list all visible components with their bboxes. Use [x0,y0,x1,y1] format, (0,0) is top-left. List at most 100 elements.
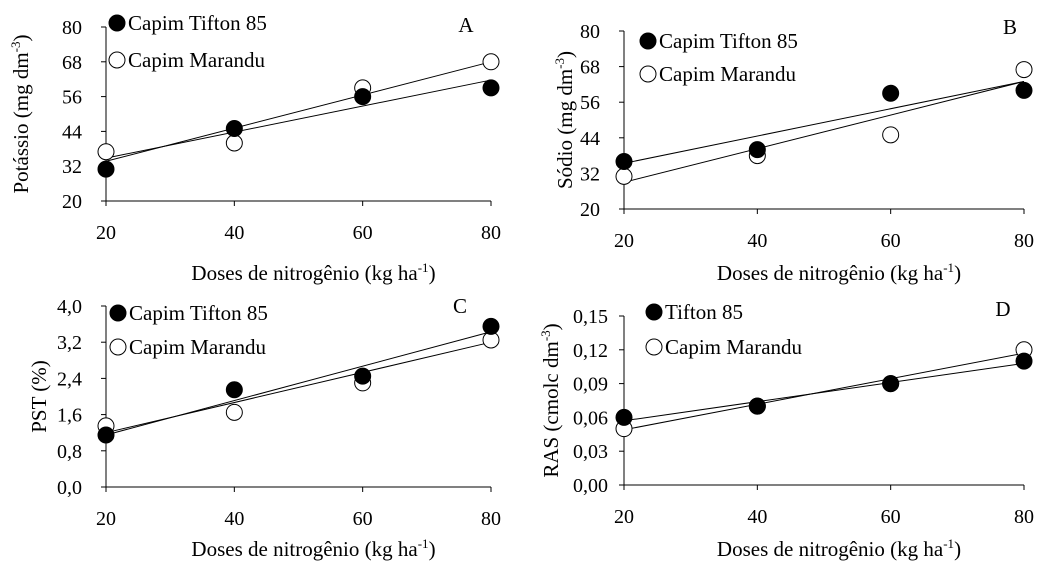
y-axis-label: Potássio (mg dm-3) [8,34,33,193]
y-axis-label: Sódio (mg dm-3) [552,51,577,189]
data-point-open [615,167,633,185]
legend-label: Tifton 85 [665,300,743,324]
panel-letter: B [1003,15,1017,39]
legend-label: Capim Marandu [129,335,267,359]
data-point-filled [748,397,766,415]
x-axis-label: Doses de nitrogênio (kg ha-1) [717,260,961,285]
x-tick-label: 80 [481,222,501,244]
x-axis-label: Doses de nitrogênio (kg ha-1) [717,536,961,561]
data-point-filled [354,88,372,106]
panel-c: 0,0 0,8 1,6 2,4 3,2 4,0 20 40 60 80 Capim Tifton 8… [27,294,501,561]
y-tick-label: 44 [580,128,600,150]
y-axis-label-text: Sódio (mg dm [553,69,577,189]
y-tick-label: 68 [62,52,82,74]
y-tick-label: 80 [580,21,600,43]
data-point-open [225,403,243,421]
legend-marker-open [639,65,657,83]
y-tick-label: 0,00 [573,475,608,497]
x-axis-label-close: ) [954,261,961,285]
legend-entry: Tifton 85 [645,300,743,324]
data-point-open [482,53,500,71]
legend-label: Capim Marandu [128,48,266,72]
y-tick-label: 32 [580,163,600,185]
x-axis-label-superscript: -1 [418,260,429,275]
legend-entry: Capim Marandu [639,62,797,86]
x-axis-label-close: ) [429,537,436,561]
y-tick-label: 3,2 [57,332,82,354]
x-tick-label: 60 [881,506,901,528]
x-axis-label-text: Doses de nitrogênio (kg ha [191,261,418,285]
trend-line-open-series [623,80,1025,183]
legend-entry: Capim Tifton 85 [108,11,267,35]
y-tick-label: 56 [62,87,82,109]
x-tick-label: 80 [481,508,501,530]
data-point-filled [482,317,500,335]
x-axis-label: Doses de nitrogênio (kg ha-1) [191,260,435,285]
y-axis-label-close: ) [9,34,33,41]
data-point-filled [97,160,115,178]
x-axis-label-text: Doses de nitrogênio (kg ha [717,261,944,285]
x-tick-label: 80 [1014,506,1034,528]
x-tick-label: 40 [747,230,767,252]
y-axis-label-superscript: -3 [538,330,553,341]
x-tick-label: 60 [881,230,901,252]
y-tick-label: 56 [580,92,600,114]
x-axis-label-text: Doses de nitrogênio (kg ha [717,537,944,561]
y-tick-label: 68 [580,57,600,79]
legend-label: Capim Marandu [659,62,797,86]
y-tick-label: 20 [62,191,82,213]
x-tick-label: 80 [1014,230,1034,252]
data-point-open [1015,61,1033,79]
legend-entry: Capim Tifton 85 [109,301,268,325]
y-tick-label: 0,06 [573,407,608,429]
y-axis-label-superscript: -3 [552,58,567,69]
y-tick-label: 2,4 [57,368,82,390]
y-tick-label: 32 [62,156,82,178]
legend-marker-filled [645,303,663,321]
panel-d: 0,00 0,03 0,06 0,09 0,12 0,15 20 40 60 80 Tifton 8… [538,297,1034,561]
x-axis-label-superscript: -1 [418,536,429,551]
data-point-open [225,134,243,152]
legend-marker-filled [639,32,657,50]
y-axis-label-text: PST (%) [27,360,51,433]
data-point-filled [1015,352,1033,370]
y-axis-label-text: Potássio (mg dm [9,52,33,193]
y-axis-label-close: ) [539,323,563,330]
data-point-filled [225,381,243,399]
y-axis-label-close: ) [553,51,577,58]
x-axis-label-close: ) [954,537,961,561]
data-point-filled [615,153,633,171]
data-point-open [97,143,115,161]
panel-a: 20 32 44 56 68 80 20 40 60 80 Capim Tifton 85 Capim… [8,11,501,285]
y-tick-label: 0,0 [57,477,82,499]
legend-entry: Capim Marandu [108,48,266,72]
panel-letter: C [453,294,467,318]
panel-letter: D [995,297,1010,321]
legend-marker-filled [109,304,127,322]
x-tick-label: 20 [96,222,116,244]
x-tick-label: 20 [614,230,634,252]
data-point-filled [748,141,766,159]
panel-letter: A [458,13,474,37]
panel-b: 20 32 44 56 68 80 20 40 60 80 Capim Tifton 85 Capim… [552,15,1034,285]
data-point-filled [882,84,900,102]
x-axis-label-text: Doses de nitrogênio (kg ha [191,537,418,561]
trend-line-open-series [105,341,492,434]
data-point-filled [615,408,633,426]
x-tick-label: 60 [353,508,373,530]
y-tick-label: 80 [62,17,82,39]
trend-line-open-series [105,61,492,162]
y-tick-label: 1,6 [57,405,82,427]
y-tick-label: 44 [62,121,82,143]
y-tick-label: 20 [580,199,600,221]
x-axis-label: Doses de nitrogênio (kg ha-1) [191,536,435,561]
legend-label: Capim Tifton 85 [128,11,267,35]
data-point-filled [225,120,243,137]
x-axis-label-close: ) [429,261,436,285]
y-tick-label: 4,0 [57,296,82,318]
y-tick-label: 0,09 [573,374,608,396]
y-tick-label: 0,03 [573,441,608,463]
x-tick-label: 20 [614,506,634,528]
trend-line-filled-series [623,80,1025,164]
